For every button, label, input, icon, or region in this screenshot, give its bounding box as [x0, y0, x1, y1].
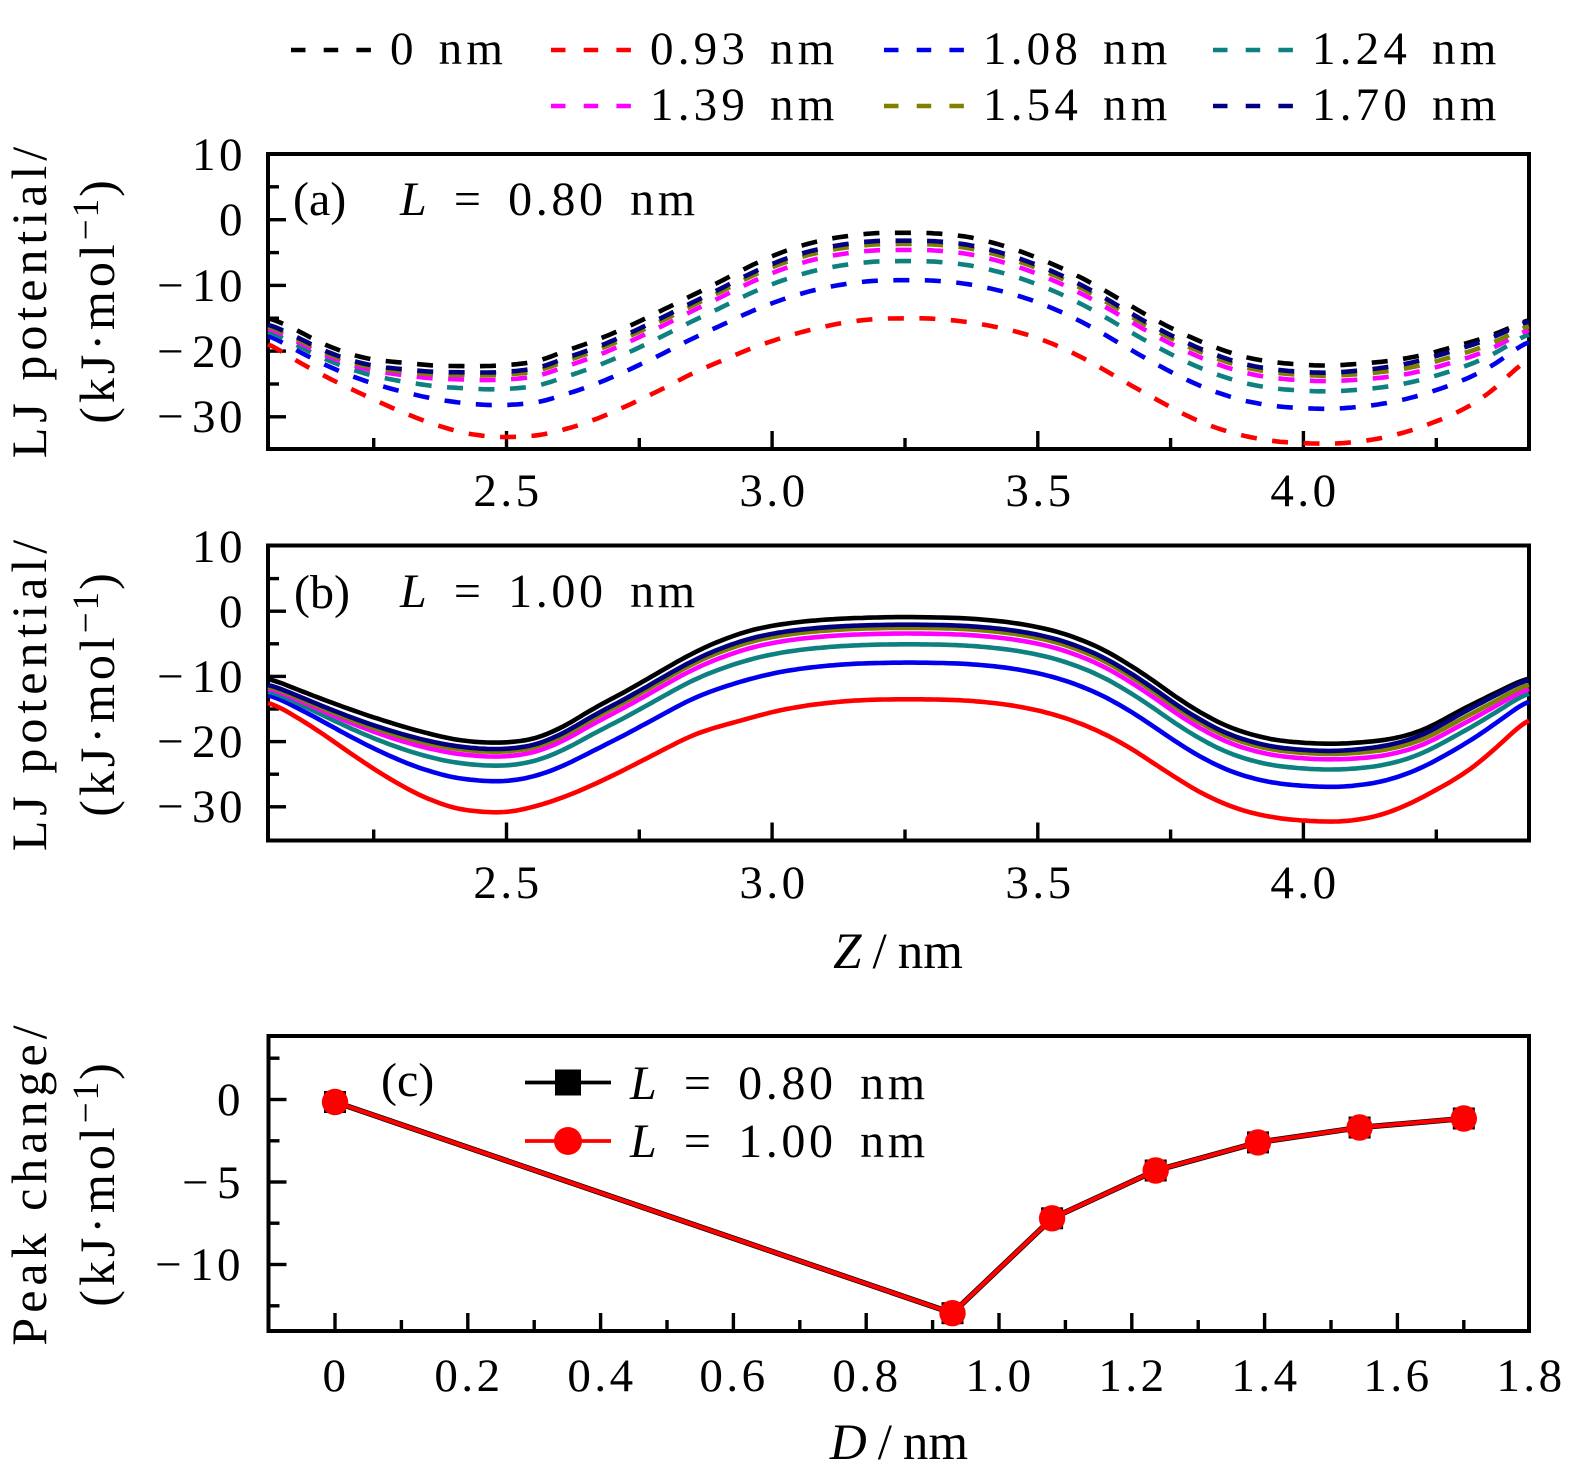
svg-text:1.8: 1.8: [1496, 1350, 1565, 1402]
svg-text:LJ potential/: LJ potential/: [1, 142, 57, 458]
svg-text:4.0: 4.0: [1270, 857, 1339, 909]
svg-text:Peak change/: Peak change/: [1, 1020, 57, 1345]
svg-text:2.5: 2.5: [473, 465, 542, 517]
svg-text:(kJ·mol−1): (kJ·mol−1): [66, 1059, 125, 1307]
svg-text:(a): (a): [293, 173, 346, 226]
svg-text:(c): (c): [381, 1054, 434, 1107]
svg-text:3.5: 3.5: [1005, 465, 1074, 517]
svg-text:0: 0: [219, 194, 246, 246]
svg-text:L = 0.80 nm: L = 0.80 nm: [399, 173, 699, 226]
svg-text:−20: −20: [157, 716, 246, 768]
svg-text:−20: −20: [157, 326, 246, 378]
svg-text:−10: −10: [157, 260, 246, 312]
svg-text:1.6: 1.6: [1363, 1350, 1432, 1402]
svg-text:10: 10: [192, 521, 246, 573]
svg-text:0: 0: [217, 1074, 244, 1126]
svg-text:LJ potential/: LJ potential/: [1, 535, 57, 851]
svg-text:2.5: 2.5: [473, 857, 542, 909]
svg-text:1.0: 1.0: [965, 1350, 1034, 1402]
svg-text:0.8: 0.8: [832, 1350, 901, 1402]
svg-text:3.5: 3.5: [1005, 857, 1074, 909]
svg-text:1.24 nm: 1.24 nm: [1312, 23, 1500, 75]
svg-text:4.0: 4.0: [1270, 465, 1339, 517]
svg-text:1.70 nm: 1.70 nm: [1312, 79, 1500, 131]
svg-text:1.54 nm: 1.54 nm: [983, 79, 1171, 131]
svg-text:−10: −10: [157, 651, 246, 703]
svg-text:3.0: 3.0: [739, 465, 808, 517]
svg-text:1.39 nm: 1.39 nm: [650, 79, 838, 131]
svg-text:(b): (b): [294, 566, 350, 619]
svg-text:0 nm: 0 nm: [390, 23, 507, 75]
svg-text:Z/nm: Z / nm: [833, 924, 963, 980]
svg-text:1.2: 1.2: [1098, 1350, 1167, 1402]
svg-text:D/nm: D / nm: [829, 1415, 968, 1471]
svg-text:L = 1.00 nm: L = 1.00 nm: [399, 565, 699, 618]
svg-text:3.0: 3.0: [739, 857, 808, 909]
svg-text:−10: −10: [155, 1239, 244, 1291]
svg-text:0.93 nm: 0.93 nm: [650, 23, 838, 75]
svg-text:L = 0.80 nm: L = 0.80 nm: [629, 1057, 929, 1110]
svg-text:L = 1.00 nm: L = 1.00 nm: [629, 1115, 929, 1168]
svg-text:0.4: 0.4: [567, 1350, 636, 1402]
svg-text:0.2: 0.2: [434, 1350, 503, 1402]
svg-text:10: 10: [192, 129, 246, 181]
svg-text:−30: −30: [157, 781, 246, 833]
svg-text:−30: −30: [157, 391, 246, 443]
svg-text:1.08 nm: 1.08 nm: [983, 23, 1171, 75]
svg-text:1.4: 1.4: [1231, 1350, 1300, 1402]
svg-text:−5: −5: [182, 1157, 244, 1209]
svg-text:0: 0: [323, 1350, 350, 1402]
svg-text:0: 0: [219, 586, 246, 638]
svg-text:0.6: 0.6: [699, 1350, 768, 1402]
